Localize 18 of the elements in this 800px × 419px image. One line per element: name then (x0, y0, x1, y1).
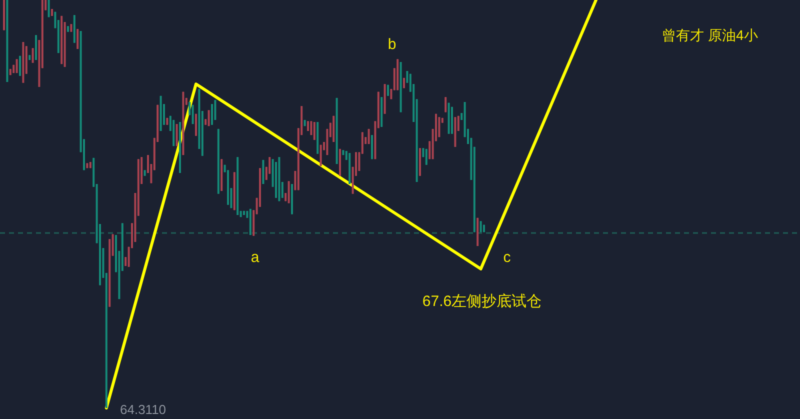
annotation: a (250, 249, 260, 266)
candlestick (16, 58, 18, 74)
annotation: c (503, 249, 512, 266)
candlestick (32, 48, 34, 64)
candlestick (313, 121, 316, 140)
candlestick (288, 180, 290, 204)
text: 曾有才 原油4小 (662, 27, 758, 43)
candlestick (444, 96, 447, 113)
candlestick (48, 0, 50, 18)
candlestick (176, 124, 178, 147)
candlestick (425, 148, 428, 166)
candlestick (76, 28, 79, 50)
candlestick (438, 116, 440, 138)
annotation: 64.3110 (120, 402, 166, 417)
candlestick (310, 120, 312, 136)
annotation: b (388, 36, 396, 53)
annotation: 67.6左侧抄底试仓 (422, 293, 542, 310)
candlestick (208, 110, 210, 127)
